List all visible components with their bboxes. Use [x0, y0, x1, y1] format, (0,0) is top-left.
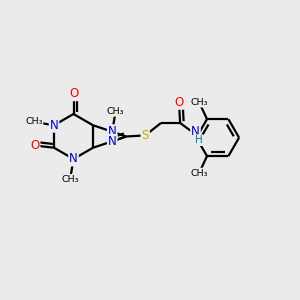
Text: N: N: [108, 135, 117, 148]
Text: CH₃: CH₃: [190, 98, 208, 107]
Text: N: N: [69, 152, 78, 166]
Text: S: S: [142, 129, 149, 142]
Text: O: O: [69, 87, 78, 100]
Text: N: N: [191, 125, 200, 138]
Text: H: H: [195, 135, 203, 145]
Text: N: N: [108, 125, 117, 138]
Text: N: N: [50, 119, 58, 132]
Text: CH₃: CH₃: [61, 175, 79, 184]
Text: CH₃: CH₃: [25, 117, 43, 126]
Text: O: O: [174, 96, 184, 109]
Text: CH₃: CH₃: [107, 107, 124, 116]
Text: CH₃: CH₃: [190, 169, 208, 178]
Text: O: O: [30, 139, 40, 152]
